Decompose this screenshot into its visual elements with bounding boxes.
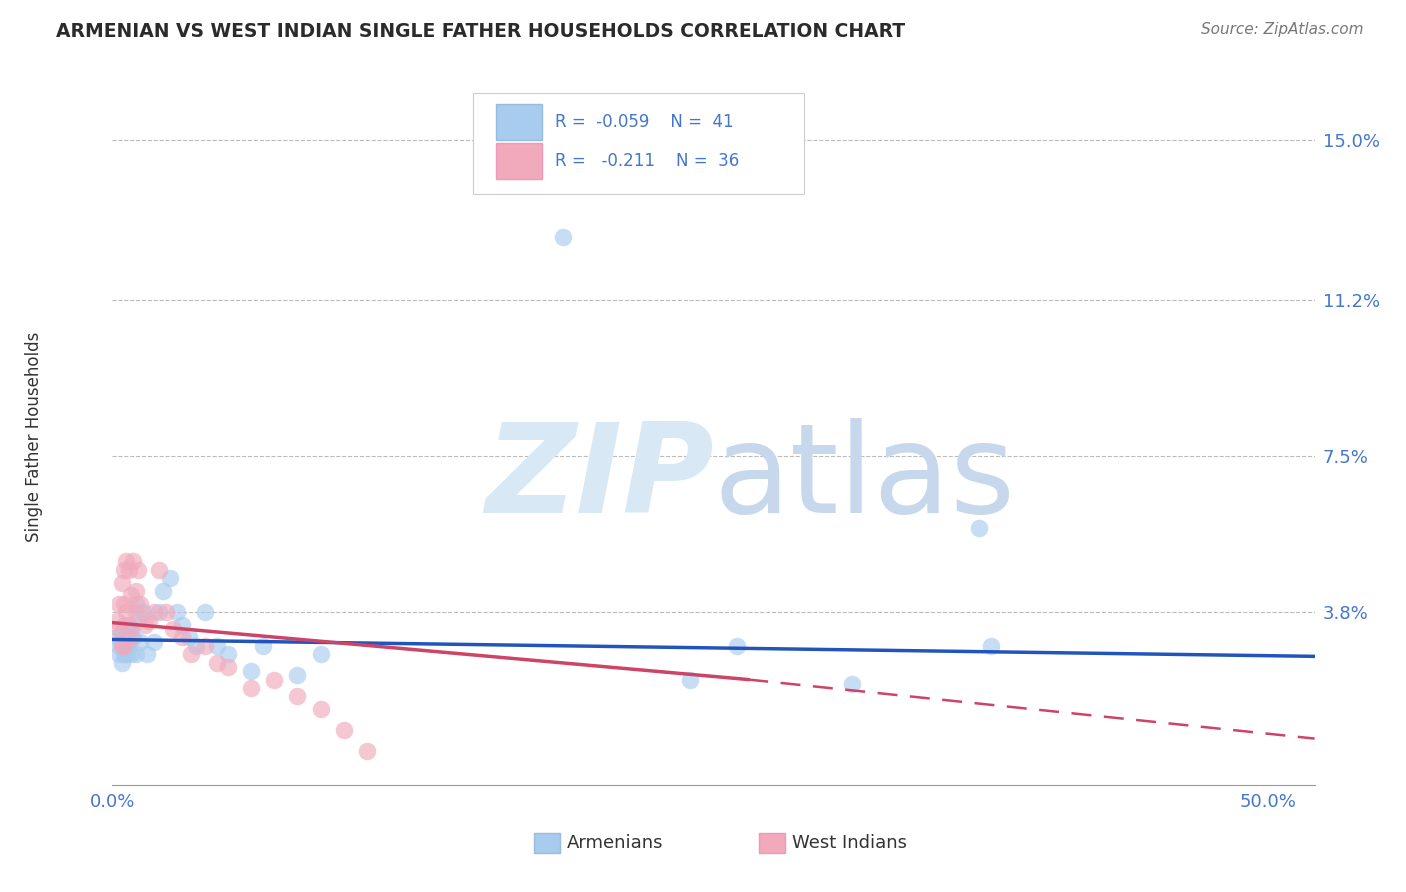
Point	[112, 617, 135, 632]
Point	[108, 639, 131, 653]
Point	[120, 647, 142, 661]
Text: R =  -0.059    N =  41: R = -0.059 N = 41	[555, 113, 734, 131]
Point	[112, 563, 135, 577]
Point	[725, 639, 748, 653]
Point	[263, 673, 285, 687]
Point	[118, 617, 141, 632]
Point	[105, 631, 128, 645]
Point	[136, 647, 159, 661]
Point	[170, 631, 193, 645]
Point	[240, 664, 263, 678]
Point	[122, 631, 145, 645]
Point	[969, 521, 991, 535]
Point	[143, 605, 166, 619]
Point	[129, 634, 152, 648]
Point	[194, 605, 217, 619]
Point	[194, 639, 217, 653]
Text: R =   -0.211    N =  36: R = -0.211 N = 36	[555, 152, 740, 169]
Text: West Indians: West Indians	[792, 834, 907, 852]
Point	[217, 660, 239, 674]
Text: Single Father Households: Single Father Households	[25, 332, 44, 542]
Point	[124, 597, 146, 611]
Point	[134, 617, 156, 632]
Point	[108, 647, 131, 661]
FancyBboxPatch shape	[496, 103, 541, 140]
Point	[127, 614, 149, 628]
Point	[159, 571, 181, 585]
Point	[118, 622, 141, 636]
Point	[252, 639, 274, 653]
Point	[112, 639, 135, 653]
Point	[152, 584, 174, 599]
Text: Armenians: Armenians	[567, 834, 664, 852]
Point	[148, 605, 170, 619]
Point	[111, 656, 134, 670]
Text: ZIP: ZIP	[485, 418, 713, 540]
Point	[287, 668, 309, 682]
Text: Source: ZipAtlas.com: Source: ZipAtlas.com	[1201, 22, 1364, 37]
Point	[111, 575, 134, 590]
Point	[120, 622, 142, 636]
Point	[217, 647, 239, 661]
Point	[124, 647, 146, 661]
Point	[111, 639, 134, 653]
Point	[309, 702, 332, 716]
Point	[120, 588, 142, 602]
Point	[841, 677, 863, 691]
Point	[105, 614, 128, 628]
Point	[356, 744, 378, 758]
Point	[115, 605, 138, 619]
Point	[111, 639, 134, 653]
Point	[180, 647, 202, 661]
FancyBboxPatch shape	[496, 143, 541, 179]
Text: ARMENIAN VS WEST INDIAN SINGLE FATHER HOUSEHOLDS CORRELATION CHART: ARMENIAN VS WEST INDIAN SINGLE FATHER HO…	[56, 22, 905, 41]
Point	[166, 605, 188, 619]
Point	[162, 622, 184, 636]
Point	[205, 656, 228, 670]
Point	[148, 563, 170, 577]
Point	[138, 614, 160, 628]
Point	[131, 605, 153, 619]
Point	[108, 597, 131, 611]
Point	[184, 639, 207, 653]
Point	[112, 647, 135, 661]
Point	[553, 229, 575, 244]
Point	[115, 554, 138, 568]
FancyBboxPatch shape	[472, 93, 804, 194]
Point	[177, 631, 200, 645]
Point	[118, 563, 141, 577]
Point	[309, 647, 332, 661]
Point	[127, 563, 149, 577]
Point	[108, 622, 131, 636]
Point	[122, 554, 145, 568]
Point	[679, 673, 702, 687]
Text: atlas: atlas	[713, 418, 1015, 540]
Point	[240, 681, 263, 695]
Point	[112, 639, 135, 653]
Point	[980, 639, 1002, 653]
Point	[115, 647, 138, 661]
Point	[170, 617, 193, 632]
Point	[120, 631, 142, 645]
Point	[115, 631, 138, 645]
Point	[129, 597, 152, 611]
Point	[287, 690, 309, 704]
Point	[155, 605, 177, 619]
Point	[332, 723, 354, 738]
Point	[143, 634, 166, 648]
Point	[124, 605, 146, 619]
Point	[124, 584, 146, 599]
Point	[112, 597, 135, 611]
Point	[111, 626, 134, 640]
Point	[118, 639, 141, 653]
Point	[205, 639, 228, 653]
